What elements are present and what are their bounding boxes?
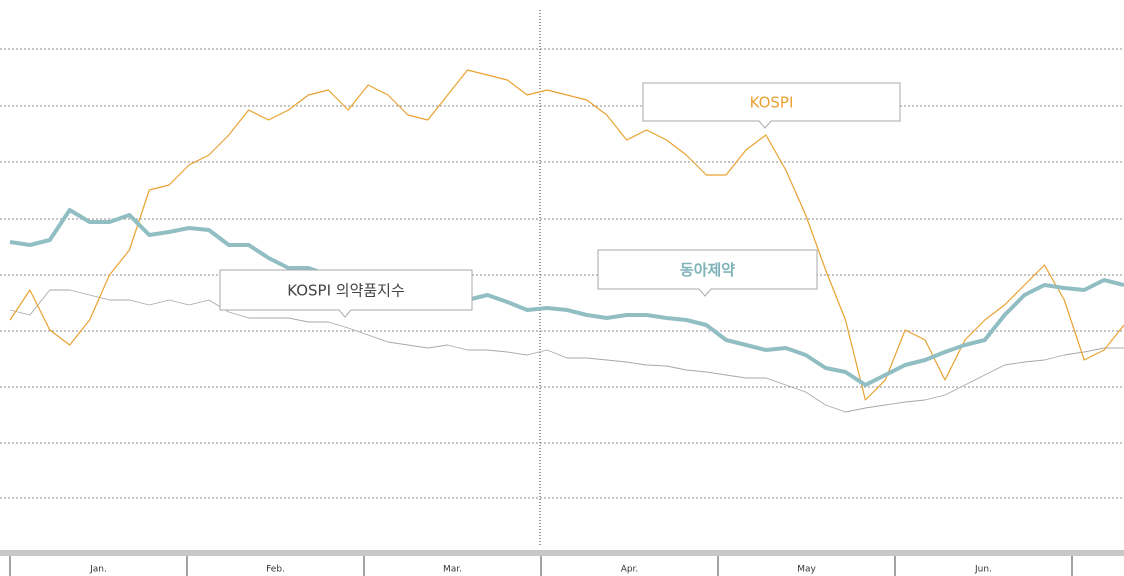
callout: KOSPI — [642, 82, 901, 129]
x-tick-label: Jan. — [89, 565, 107, 575]
callout: KOSPI 의약품지수 — [219, 269, 473, 318]
callout: 동아제약 — [597, 249, 818, 297]
x-tick-label: Jun. — [974, 565, 992, 575]
callout-label: KOSPI 의약품지수 — [287, 282, 405, 300]
series-line — [9, 208, 1124, 387]
x-tick-label: May — [797, 565, 816, 575]
callout-box — [642, 82, 901, 129]
x-tick-label: Feb. — [266, 565, 285, 575]
callout-label: KOSPI — [750, 94, 794, 112]
series-line — [9, 289, 1124, 413]
series-line — [9, 69, 1124, 401]
x-tick-label: Apr. — [621, 565, 639, 575]
callout-box — [219, 269, 473, 318]
x-tick-label: Mar. — [443, 565, 462, 575]
x-axis-bar — [0, 550, 1124, 556]
callout-box — [597, 249, 818, 297]
callout-label: 동아제약 — [680, 261, 735, 279]
